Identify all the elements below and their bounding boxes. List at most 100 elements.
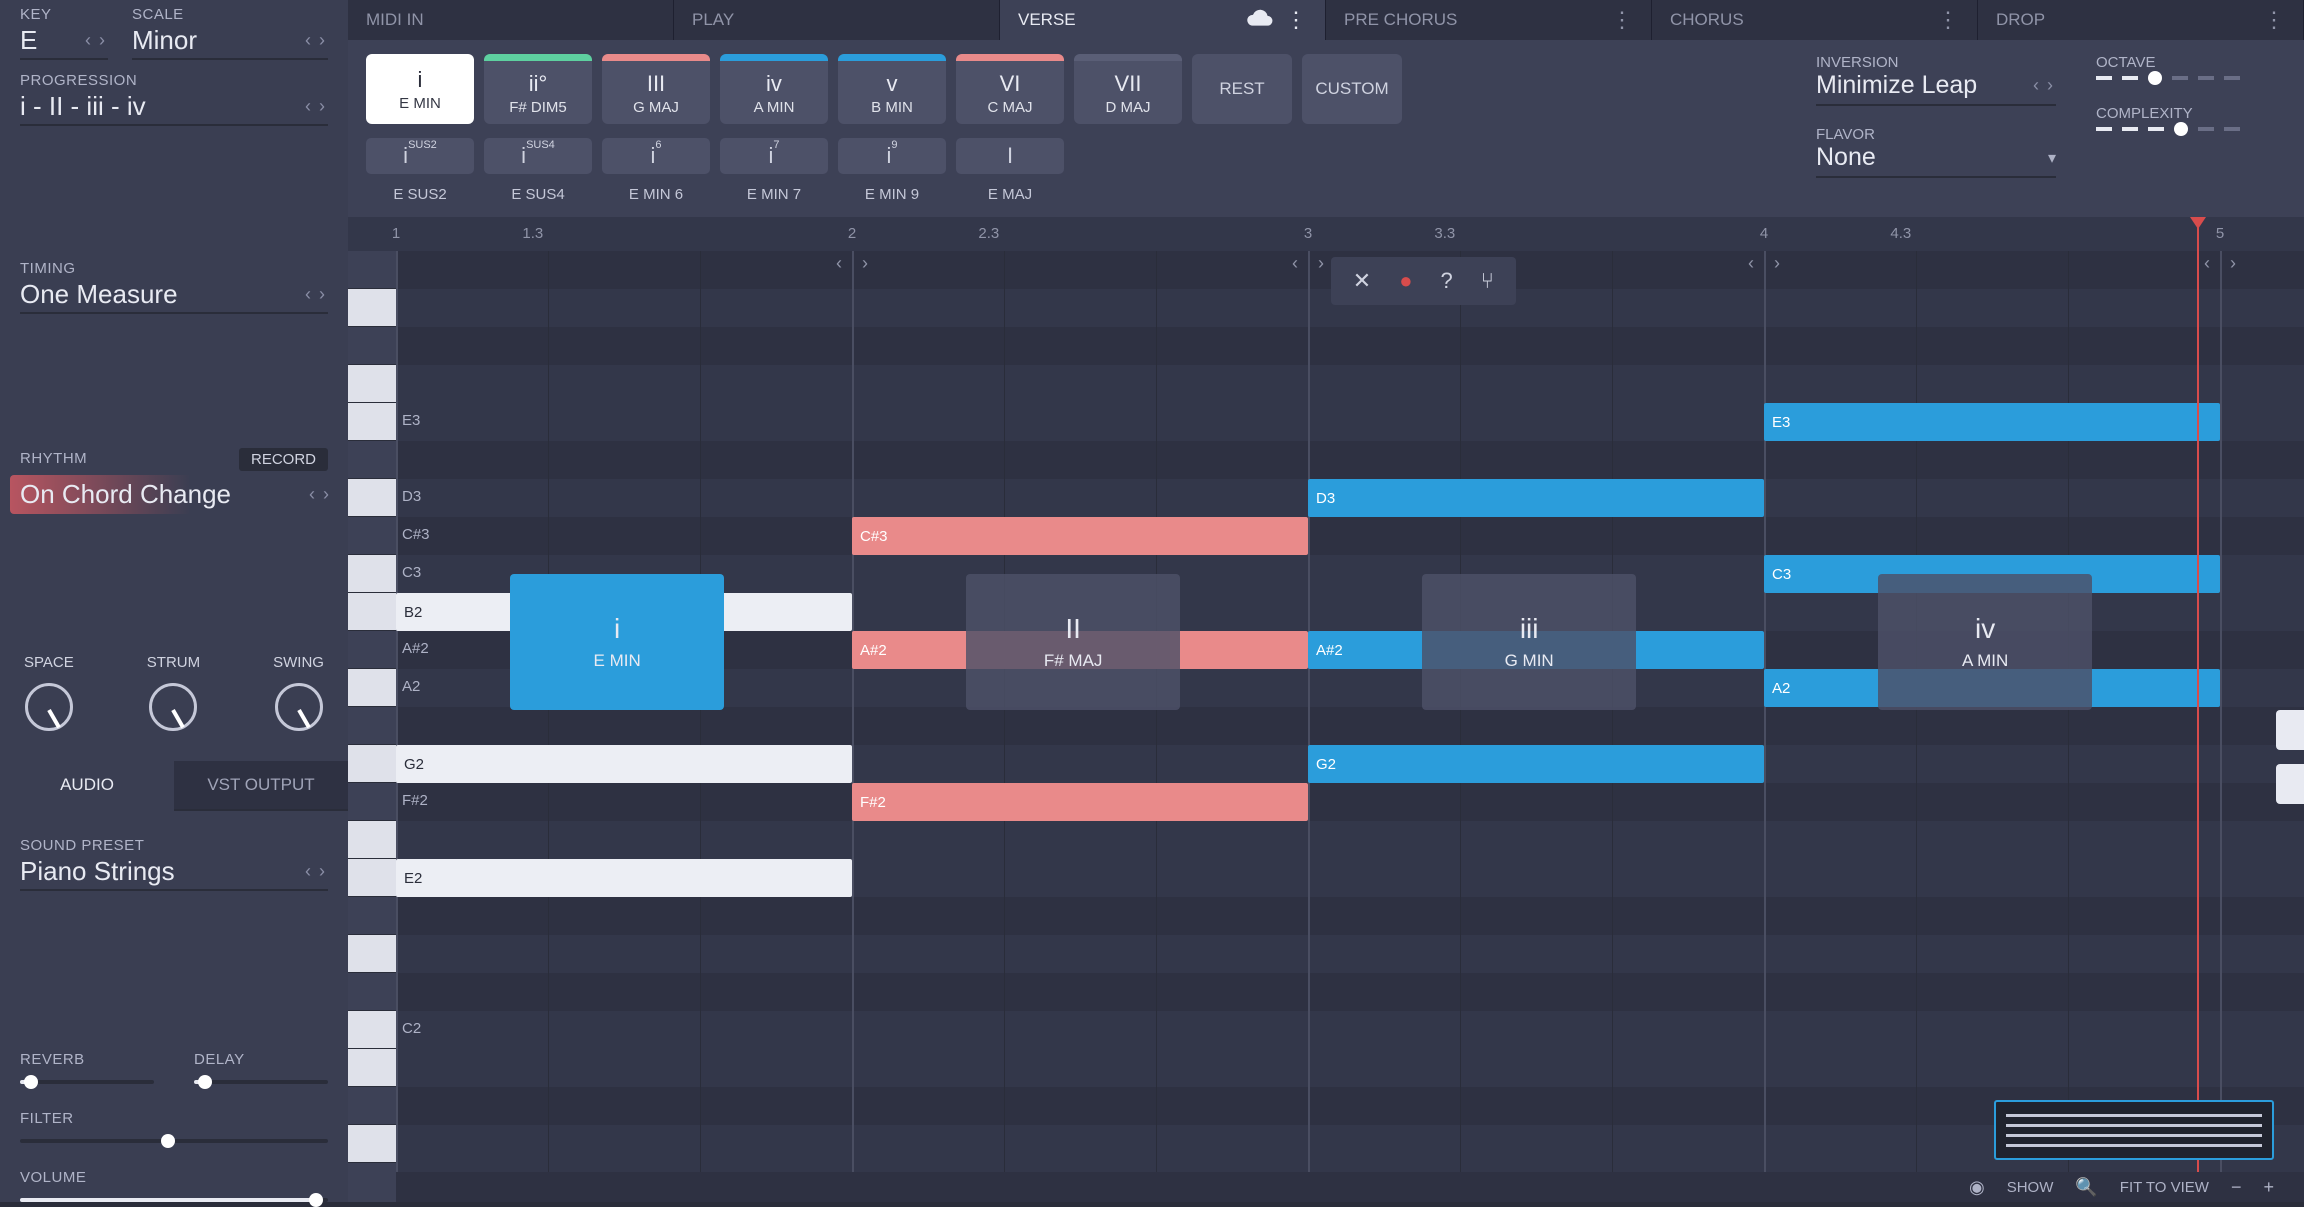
scale-next-icon[interactable]: › bbox=[316, 30, 328, 51]
ext-button-EMIN6[interactable]: i6 bbox=[602, 138, 710, 174]
note-G2[interactable]: G2 bbox=[396, 745, 852, 783]
branch-icon[interactable]: ⑂ bbox=[1481, 268, 1494, 294]
piano-key[interactable] bbox=[348, 821, 396, 859]
record-button[interactable]: RECORD bbox=[239, 448, 328, 471]
piano-key[interactable] bbox=[348, 593, 396, 631]
rest-button[interactable]: REST bbox=[1192, 54, 1292, 124]
piano-key[interactable] bbox=[348, 327, 396, 365]
piano-key[interactable] bbox=[348, 1011, 396, 1049]
zoom-out-icon[interactable]: − bbox=[2231, 1177, 2242, 1198]
piano-key[interactable] bbox=[348, 555, 396, 593]
timing-next-icon[interactable]: › bbox=[316, 284, 328, 305]
close-icon[interactable]: ✕ bbox=[1353, 268, 1371, 294]
piano-key[interactable] bbox=[348, 669, 396, 707]
bar-marker[interactable] bbox=[1296, 253, 1320, 277]
note-E2[interactable]: E2 bbox=[396, 859, 852, 897]
piano-key[interactable] bbox=[348, 365, 396, 403]
chord-block-i[interactable]: iE MIN bbox=[510, 574, 724, 710]
piano-key[interactable] bbox=[348, 745, 396, 783]
space-knob[interactable] bbox=[25, 683, 73, 731]
ext-button-EMAJ[interactable]: I bbox=[956, 138, 1064, 174]
piano-key[interactable] bbox=[348, 479, 396, 517]
piano-key[interactable] bbox=[348, 289, 396, 327]
volume-slider[interactable] bbox=[20, 1198, 328, 1202]
chord-block-II[interactable]: IIF# MAJ bbox=[966, 574, 1180, 710]
note-E3[interactable]: E3 bbox=[1764, 403, 2220, 441]
flavor-selector[interactable]: None ▾ bbox=[1816, 143, 2056, 178]
timing-prev-icon[interactable]: ‹ bbox=[302, 284, 314, 305]
preset-next-icon[interactable]: › bbox=[316, 861, 328, 882]
chord-block-iii[interactable]: iiiG MIN bbox=[1422, 574, 1636, 710]
section-tab-drop[interactable]: DROP⋮ bbox=[1978, 0, 2304, 40]
key-next-icon[interactable]: › bbox=[96, 30, 108, 51]
timing-selector[interactable]: One Measure ‹› bbox=[20, 279, 328, 314]
complexity-slider[interactable] bbox=[2096, 122, 2276, 136]
playhead[interactable] bbox=[2197, 217, 2199, 1202]
show-eye-icon[interactable]: ◉ bbox=[1969, 1177, 1985, 1198]
tab-vst-output[interactable]: VST OUTPUT bbox=[174, 761, 348, 811]
piano-roll[interactable]: 11.322.333.344.35 E3D3C#3C3B2A#2A2G2F#2E… bbox=[348, 217, 2304, 1202]
piano-key[interactable] bbox=[348, 251, 396, 289]
key-selector[interactable]: E ‹› bbox=[20, 25, 108, 60]
scale-selector[interactable]: Minor ‹› bbox=[132, 25, 328, 60]
chord-button-ii[interactable]: ii°F# DIM5 bbox=[484, 54, 592, 124]
note-G2[interactable]: G2 bbox=[1308, 745, 1764, 783]
chord-button-VII[interactable]: VIID MAJ bbox=[1074, 54, 1182, 124]
tab-menu-icon[interactable]: ⋮ bbox=[2263, 7, 2285, 33]
cloud-icon[interactable] bbox=[1247, 8, 1273, 32]
note-C#3[interactable]: C#3 bbox=[852, 517, 1308, 555]
chord-button-III[interactable]: IIIG MAJ bbox=[602, 54, 710, 124]
piano-key[interactable] bbox=[348, 441, 396, 479]
piano-key[interactable] bbox=[348, 935, 396, 973]
section-tab-pre-chorus[interactable]: PRE CHORUS⋮ bbox=[1326, 0, 1652, 40]
piano-key[interactable] bbox=[348, 403, 396, 441]
piano-key[interactable] bbox=[348, 783, 396, 821]
chord-block-iv[interactable]: ivA MIN bbox=[1878, 574, 2092, 710]
piano-key[interactable] bbox=[348, 631, 396, 669]
zoom-in-icon[interactable]: + bbox=[2263, 1177, 2274, 1198]
piano-key[interactable] bbox=[348, 707, 396, 745]
side-button-1[interactable] bbox=[2276, 710, 2304, 750]
tab-menu-icon[interactable]: ⋮ bbox=[1611, 7, 1633, 33]
bar-marker[interactable] bbox=[2208, 253, 2232, 277]
flavor-dropdown-icon[interactable]: ▾ bbox=[2048, 148, 2056, 168]
piano-key[interactable] bbox=[348, 973, 396, 1011]
rhythm-next-icon[interactable]: › bbox=[320, 484, 332, 505]
bar-marker[interactable] bbox=[1752, 253, 1776, 277]
strum-knob[interactable] bbox=[149, 683, 197, 731]
help-icon[interactable]: ? bbox=[1441, 268, 1453, 294]
section-tab-verse[interactable]: VERSE⋮ bbox=[1000, 0, 1326, 40]
piano-key[interactable] bbox=[348, 1049, 396, 1087]
rhythm-prev-icon[interactable]: ‹ bbox=[306, 484, 318, 505]
ext-button-ESUS2[interactable]: iSUS2 bbox=[366, 138, 474, 174]
inversion-selector[interactable]: Minimize Leap ‹› bbox=[1816, 71, 2056, 106]
delay-slider[interactable] bbox=[194, 1080, 328, 1084]
ext-button-EMIN9[interactable]: i9 bbox=[838, 138, 946, 174]
chord-button-VI[interactable]: VIC MAJ bbox=[956, 54, 1064, 124]
sound-preset-selector[interactable]: Piano Strings ‹› bbox=[20, 856, 328, 891]
show-button[interactable]: SHOW bbox=[2007, 1179, 2054, 1196]
section-tab-play[interactable]: PLAY bbox=[674, 0, 1000, 40]
tab-audio[interactable]: AUDIO bbox=[0, 761, 174, 811]
prog-next-icon[interactable]: › bbox=[316, 96, 328, 117]
piano-key[interactable] bbox=[348, 1087, 396, 1125]
minimap[interactable] bbox=[1994, 1100, 2274, 1160]
ext-button-EMIN7[interactable]: i7 bbox=[720, 138, 828, 174]
rhythm-selector[interactable]: On Chord Change ‹› bbox=[10, 475, 338, 514]
piano-key[interactable] bbox=[348, 517, 396, 555]
scale-prev-icon[interactable]: ‹ bbox=[302, 30, 314, 51]
fit-to-view-button[interactable]: FIT TO VIEW bbox=[2120, 1179, 2209, 1196]
key-prev-icon[interactable]: ‹ bbox=[82, 30, 94, 51]
ext-button-ESUS4[interactable]: iSUS4 bbox=[484, 138, 592, 174]
progression-selector[interactable]: i - II - iii - iv ‹› bbox=[20, 91, 328, 126]
reverb-slider[interactable] bbox=[20, 1080, 154, 1084]
custom-button[interactable]: CUSTOM bbox=[1302, 54, 1402, 124]
section-tab-midi-in[interactable]: MIDI IN bbox=[348, 0, 674, 40]
record-icon[interactable]: ● bbox=[1399, 268, 1412, 294]
note-D3[interactable]: D3 bbox=[1308, 479, 1764, 517]
filter-slider[interactable] bbox=[20, 1139, 328, 1143]
piano-key[interactable] bbox=[348, 859, 396, 897]
chord-button-iv[interactable]: ivA MIN bbox=[720, 54, 828, 124]
fit-search-icon[interactable]: 🔍 bbox=[2075, 1177, 2097, 1198]
side-button-2[interactable] bbox=[2276, 764, 2304, 804]
